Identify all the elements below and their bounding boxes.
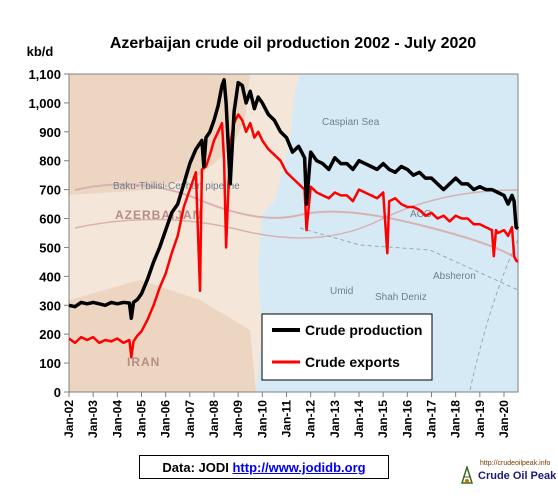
data-source-note: Data: JODI http://www.jodidb.org (139, 455, 389, 479)
y-tick-label: 100 (39, 356, 61, 371)
oil-derrick-icon (460, 466, 474, 484)
x-tick-label: Jan-08 (207, 400, 221, 438)
y-tick-label: 0 (54, 385, 61, 400)
x-tick-label: Jan-09 (231, 400, 245, 438)
map-label-iran: IRAN (127, 355, 160, 369)
y-axis: 0 100 200 300 400 500 600 700 800 900 1,000 1,100 (28, 67, 69, 400)
logo-url: http://crudeoilpeak.info (480, 460, 551, 467)
y-tick-label: 1,000 (28, 96, 61, 111)
map-label-absheron: Absheron (433, 271, 476, 282)
y-tick-label: 500 (39, 240, 61, 255)
x-tick-label: Jan-13 (328, 400, 342, 438)
x-tick-label: Jan-02 (62, 400, 76, 438)
x-tick-label: Jan-11 (279, 400, 293, 438)
x-tick-label: Jan-05 (134, 400, 148, 438)
data-source-link[interactable]: http://www.jodidb.org (232, 460, 366, 475)
x-tick-label: Jan-04 (110, 400, 124, 438)
series-layer (68, 78, 520, 359)
crude-oil-peak-logo: http://crudeoilpeak.info Crude Oil Peak (458, 460, 557, 490)
x-tick-label: Jan-19 (473, 400, 487, 438)
x-tick-label: Jan-03 (86, 400, 100, 438)
x-tick-label: Jan-16 (400, 400, 414, 438)
data-source-prefix: Data: JODI (162, 460, 229, 475)
x-tick-label: Jan-20 (497, 400, 511, 438)
x-tick-label: Jan-12 (304, 400, 318, 438)
series-line-crude-exports (68, 113, 519, 359)
x-tick-label: Jan-07 (183, 400, 197, 438)
y-tick-label: 600 (39, 212, 61, 227)
x-tick-label: Jan-06 (159, 400, 173, 438)
x-tick-label: Jan-17 (424, 400, 438, 438)
y-tick-label: 200 (39, 327, 61, 342)
y-tick-label: 400 (39, 269, 61, 284)
logo-name: Crude Oil Peak (478, 470, 557, 482)
y-axis-label: kb/d (27, 44, 54, 59)
x-axis: Jan-02 Jan-03 Jan-04 Jan-05 Jan-06 Jan-07 Jan-… (62, 392, 511, 438)
x-tick-label: Jan-18 (449, 400, 463, 438)
map-label-umid: Umid (330, 286, 353, 297)
map-label-acg: ACG (410, 209, 432, 220)
map-label-caspian-sea: Caspian Sea (322, 117, 380, 128)
legend-label-production: Crude production (305, 322, 422, 338)
map-background: AZERBAIJAN IRAN Caspian Sea Baku-Tbilisi… (69, 74, 519, 392)
map-label-shah-deniz: Shah Deniz (375, 292, 427, 303)
x-tick-label: Jan-14 (352, 400, 366, 438)
legend-label-exports: Crude exports (305, 354, 400, 370)
y-tick-label: 800 (39, 154, 61, 169)
map-label-btc-pipeline: Baku-Tbilisi-Ceyhan pipeline (113, 181, 240, 192)
y-tick-label: 700 (39, 183, 61, 198)
map-label-azerbaijan: AZERBAIJAN (115, 208, 202, 222)
legend-box (261, 313, 433, 381)
legend: Crude production Crude exports (261, 313, 433, 381)
series-line-crude-production (68, 78, 520, 321)
x-tick-label: Jan-15 (376, 400, 390, 438)
y-tick-label: 1,100 (28, 67, 61, 82)
plot-area-frame (68, 73, 519, 393)
y-tick-label: 300 (39, 298, 61, 313)
chart-title: Azerbaijan crude oil production 2002 - J… (110, 35, 476, 52)
y-tick-label: 900 (39, 125, 61, 140)
x-tick-label: Jan-10 (255, 400, 269, 438)
